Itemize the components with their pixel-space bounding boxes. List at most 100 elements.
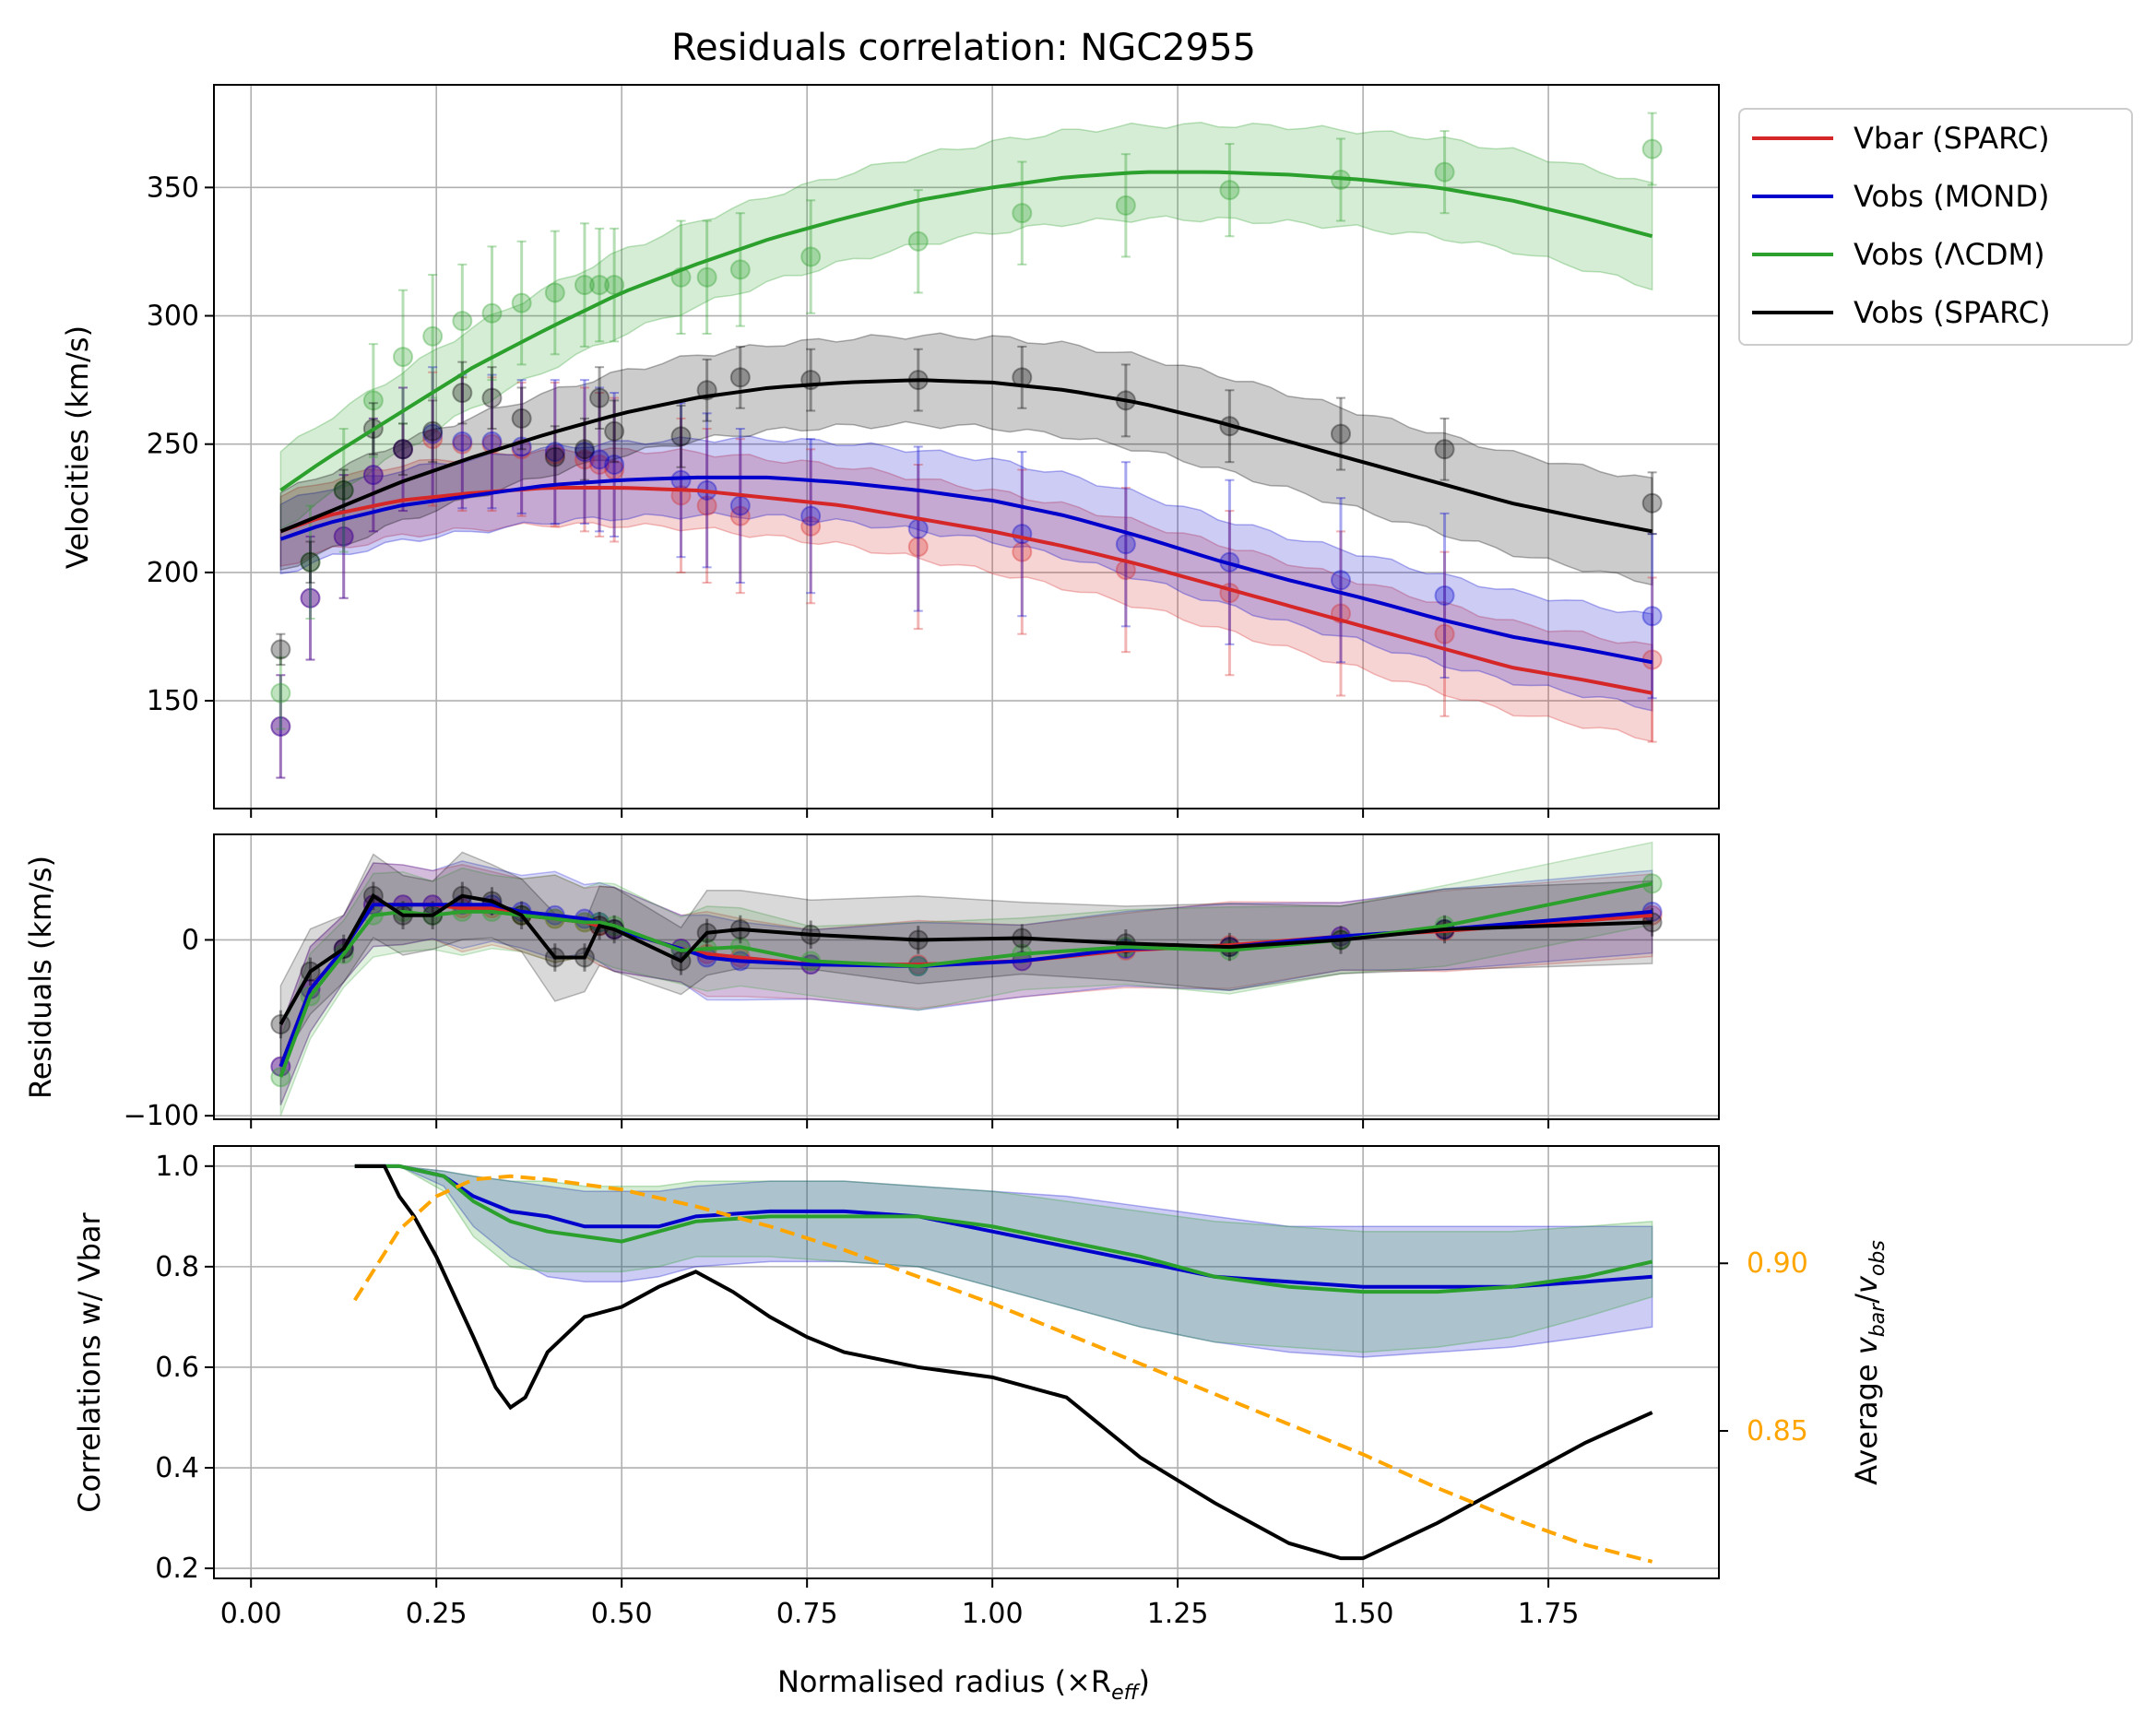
- vobs-sparc-correlation-line: [354, 1164, 1653, 1561]
- vobs-mond-point: [1434, 585, 1455, 606]
- correlations-y-label: Correlations w/ Vbar: [72, 1211, 107, 1512]
- x-tick-label: 0.75: [776, 1598, 838, 1630]
- vobs-sparc-point: [452, 383, 473, 404]
- x-axis-label: Normalised radius (×Reff): [777, 1664, 1150, 1705]
- vobs-sparc-point: [1641, 492, 1663, 514]
- vbar-sparc-residual-band: [279, 862, 1653, 1106]
- velocities-lines: [279, 170, 1653, 695]
- vobs-mond-line: [279, 475, 1653, 665]
- vobs-sparc-band: [279, 332, 1653, 586]
- vobs-cdm-point: [574, 275, 595, 296]
- vobs-sparc-residual-band: [279, 851, 1653, 1066]
- legend-label-vobs-sparc: Vobs (SPARC): [1854, 295, 2051, 330]
- vobs-mond-point: [333, 526, 354, 547]
- vobs-mond-point: [907, 518, 929, 539]
- vobs-cdm-point: [422, 325, 444, 347]
- vobs-cdm-point: [333, 479, 354, 501]
- vobs-mond-point: [589, 449, 610, 470]
- vobs-sparc-point: [604, 420, 625, 442]
- legend-label-vobs-mond: Vobs (MOND): [1854, 179, 2049, 214]
- vbar-sparc-point: [270, 715, 291, 737]
- vobs-mond-point: [1330, 570, 1351, 591]
- y-tick-label: −100: [124, 1100, 199, 1132]
- vobs-mond-point: [604, 454, 625, 475]
- vobs-sparc-point: [574, 439, 595, 460]
- vobs-cdm-point: [1641, 138, 1663, 160]
- vobs-cdm-band: [279, 121, 1653, 530]
- vobs-sparc-point: [589, 387, 610, 408]
- vobs-mond-band: [279, 435, 1653, 712]
- vobs-cdm-point: [1434, 161, 1455, 183]
- legend-label-vbar-sparc: Vbar (SPARC): [1854, 121, 2050, 156]
- y2-tick-label: 0.90: [1747, 1247, 1808, 1280]
- chart-title: Residuals correlation: NGC2955: [671, 27, 1256, 69]
- vobs-sparc-point: [1434, 439, 1455, 460]
- vobs-sparc-point: [270, 639, 291, 660]
- vobs-mond-point: [422, 423, 444, 444]
- vobs-cdm-correlation-band: [354, 1165, 1653, 1353]
- vobs-cdm-point: [800, 246, 822, 267]
- y-tick-label: 350: [147, 171, 199, 204]
- y-tick-label: 0.2: [155, 1553, 199, 1585]
- vobs-sparc-line: [279, 378, 1653, 534]
- velocities-y-ticks: 150 200 250 300 350: [147, 171, 214, 717]
- y-tick-label: 0.8: [155, 1251, 199, 1283]
- x-tick-label: 1.75: [1518, 1598, 1580, 1630]
- vobs-cdm-point: [300, 551, 321, 573]
- y-tick-label: 0: [182, 924, 199, 956]
- vobs-mond-point: [574, 442, 595, 463]
- vobs-sparc-point: [1330, 423, 1351, 444]
- correlations-y-ticks: 0.2 0.4 0.6 0.8 1.0: [155, 1151, 214, 1585]
- vbar-sparc-point: [393, 439, 414, 460]
- residuals-lines: [278, 881, 1653, 1078]
- vbar-sparc-point: [696, 495, 717, 516]
- vbar-sparc-point: [1012, 541, 1033, 562]
- vobs-mond-point: [800, 505, 822, 526]
- vobs-cdm-point: [481, 302, 503, 324]
- vobs-cdm-point: [1012, 203, 1033, 224]
- y-tick-label: 300: [147, 301, 199, 333]
- vbar-sparc-point: [544, 443, 565, 465]
- vobs-cdm-point: [696, 266, 717, 288]
- residuals-bands: [279, 841, 1653, 1117]
- vobs-mond-point: [729, 495, 751, 516]
- y-tick-label: 150: [147, 685, 199, 717]
- y-tick-label: 250: [147, 429, 199, 461]
- correlations-lines: [353, 1164, 1653, 1564]
- x-tick-label: 0.50: [591, 1598, 653, 1630]
- vobs-sparc-point: [393, 439, 414, 460]
- vbar-sparc-point: [729, 505, 751, 526]
- legend: Vbar (SPARC) Vobs (MOND) Vobs (ΛCDM) Vobs (…: [1738, 108, 2133, 346]
- vbar-sparc-point: [333, 526, 354, 547]
- vobs-sparc-point: [481, 387, 503, 408]
- vobs-sparc-residual-line: [278, 892, 1653, 1025]
- vobs-cdm-point: [362, 390, 384, 411]
- vobs-cdm-point: [907, 230, 929, 252]
- vobs-mond-point: [1641, 606, 1663, 627]
- velocities-panel: 150 200 250 300 350 Velocities (km/s): [60, 84, 1720, 818]
- vobs-cdm-correlation-line: [354, 1164, 1653, 1294]
- vbar-sparc-point: [1434, 623, 1455, 644]
- y-tick-label: 200: [147, 557, 199, 589]
- vobs-sparc-point: [729, 367, 751, 388]
- vobs-mond-point: [544, 442, 565, 463]
- vobs-cdm-point: [270, 682, 291, 703]
- vobs-sparc-point: [300, 551, 321, 573]
- y-tick-label: 0.6: [155, 1352, 199, 1384]
- vbar-sparc-point: [574, 449, 595, 470]
- vobs-sparc-point: [422, 420, 444, 442]
- vobs-mond-point: [452, 431, 473, 452]
- vobs-mond-point: [1115, 534, 1136, 555]
- y-tick-label: 1.0: [155, 1151, 199, 1183]
- vobs-cdm-point: [511, 292, 532, 313]
- vobs-mond-correlation-line: [354, 1164, 1653, 1289]
- vbar-sparc-point: [362, 465, 384, 486]
- average-vbar-vobs-correlation-line: [353, 1174, 1653, 1564]
- velocities-grid: [214, 85, 1719, 818]
- vbar-sparc-point: [452, 433, 473, 455]
- correlations-bands: [354, 1165, 1653, 1358]
- vbar-sparc-point: [422, 429, 444, 450]
- vbar-sparc-point: [300, 587, 321, 608]
- vobs-mond-point: [300, 587, 321, 608]
